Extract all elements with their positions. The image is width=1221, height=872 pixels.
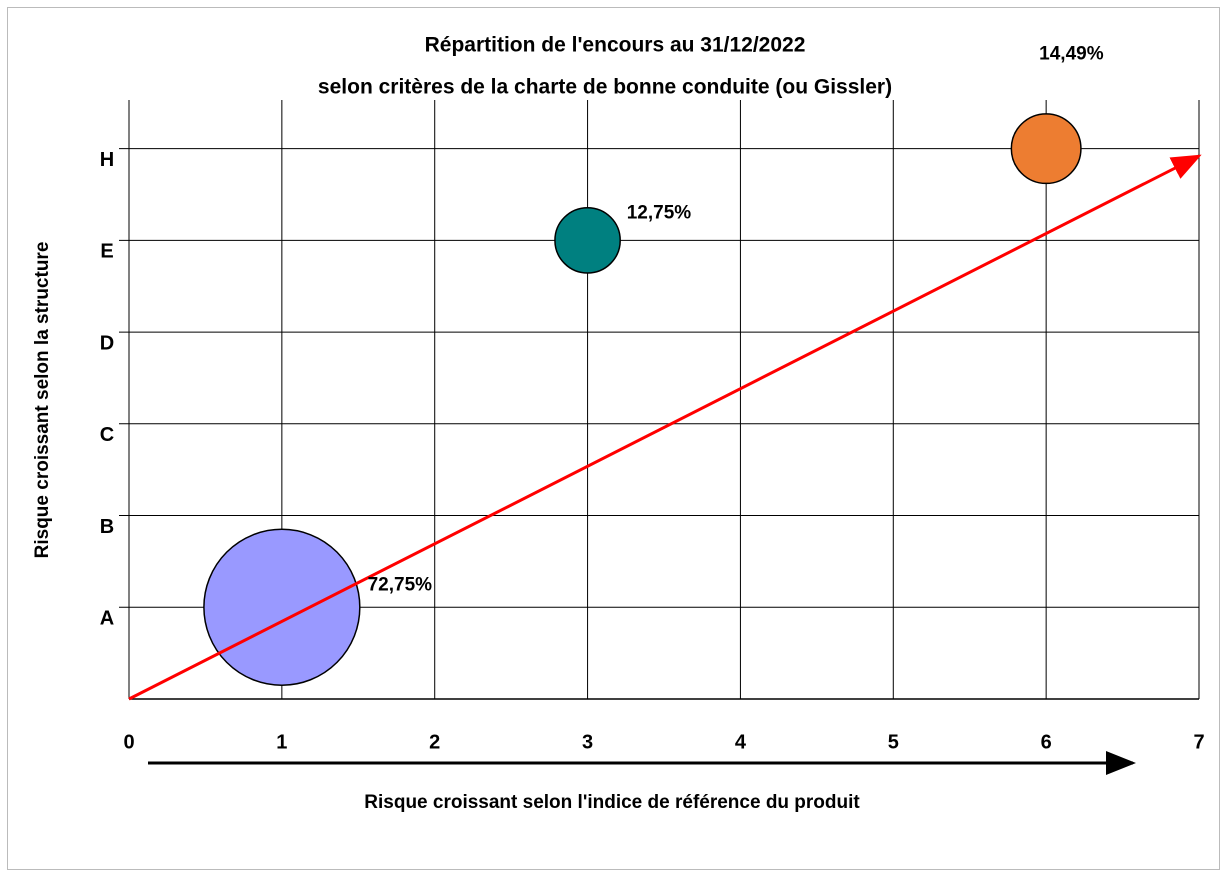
x-tick-label: 2 bbox=[429, 731, 440, 753]
trend-arrow bbox=[128, 154, 1202, 701]
y-tick-label: B bbox=[100, 516, 114, 538]
x-tick-label: 1 bbox=[276, 731, 287, 753]
x-tick-label: 6 bbox=[1041, 731, 1052, 753]
bubble bbox=[203, 528, 361, 686]
y-axis-title: Risque croissant selon la structure bbox=[32, 242, 53, 559]
bubble bbox=[1010, 113, 1082, 185]
value-label: 14,49% bbox=[1039, 44, 1104, 65]
x-tick-label: 5 bbox=[888, 731, 899, 753]
bubble bbox=[554, 206, 621, 274]
value-label: 72,75% bbox=[368, 574, 433, 595]
y-tick-label: D bbox=[100, 332, 114, 354]
x-tick-label: 7 bbox=[1193, 731, 1204, 753]
value-label: 12,75% bbox=[627, 202, 692, 223]
y-tick-label: C bbox=[100, 424, 114, 446]
x-tick-label: 0 bbox=[123, 731, 134, 753]
chart-subtitle: selon critères de la charte de bonne con… bbox=[318, 76, 892, 99]
y-tick-label: H bbox=[100, 149, 114, 171]
y-tick-label: A bbox=[100, 608, 114, 630]
x-tick-label: 4 bbox=[735, 731, 747, 753]
x-axis-title: Risque croissant selon l'indice de référ… bbox=[364, 792, 860, 813]
x-tick-label: 3 bbox=[582, 731, 593, 753]
chart-title: Répartition de l'encours au 31/12/2022 bbox=[425, 34, 806, 57]
y-tick-label: E bbox=[100, 241, 113, 263]
